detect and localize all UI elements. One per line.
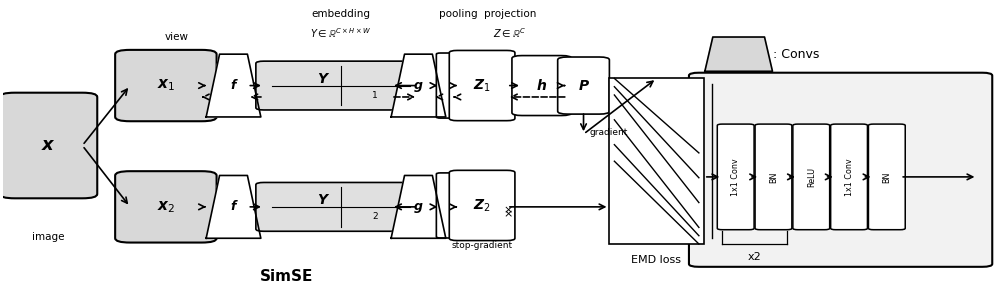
Text: $\times$: $\times$ [503,205,513,216]
Polygon shape [206,54,261,117]
Bar [609,78,704,244]
FancyBboxPatch shape [256,61,426,110]
Text: gradient: gradient [590,128,628,137]
FancyBboxPatch shape [868,124,905,230]
Text: Y: Y [317,72,327,86]
Text: view: view [165,32,189,42]
Text: : Convs: : Convs [773,48,820,61]
Text: 1: 1 [372,91,378,100]
Text: ReLU: ReLU [807,167,816,187]
Text: $\boldsymbol{h}$: $\boldsymbol{h}$ [536,78,547,93]
Polygon shape [705,37,772,71]
Text: $\boldsymbol{Z}_2$: $\boldsymbol{Z}_2$ [473,197,491,214]
Text: $\times$: $\times$ [503,209,513,219]
FancyBboxPatch shape [689,73,992,267]
Text: 1x1 Conv: 1x1 Conv [845,158,854,196]
Text: 2: 2 [372,212,378,221]
Text: embedding: embedding [311,9,370,19]
FancyBboxPatch shape [558,57,609,114]
Text: SimSE: SimSE [260,269,313,284]
FancyBboxPatch shape [793,124,830,230]
Text: 1x1 Conv: 1x1 Conv [731,158,740,196]
Text: $\boldsymbol{P}$: $\boldsymbol{P}$ [578,79,590,93]
FancyBboxPatch shape [115,50,217,121]
FancyBboxPatch shape [512,56,572,116]
FancyBboxPatch shape [717,124,754,230]
Text: pooling: pooling [439,9,478,19]
FancyBboxPatch shape [436,53,457,118]
Text: image: image [32,232,65,242]
Text: projection: projection [484,9,536,19]
Text: BN: BN [882,171,891,182]
FancyBboxPatch shape [436,173,457,238]
FancyBboxPatch shape [256,182,426,231]
Polygon shape [391,175,446,238]
FancyBboxPatch shape [115,171,217,243]
FancyBboxPatch shape [831,124,867,230]
Text: g: g [414,200,423,213]
FancyBboxPatch shape [0,93,97,198]
Text: Y: Y [317,193,327,207]
Text: $\boldsymbol{x}_2$: $\boldsymbol{x}_2$ [157,199,175,215]
Text: f: f [231,79,236,92]
Text: g: g [414,79,423,92]
Polygon shape [391,54,446,117]
FancyBboxPatch shape [449,170,515,241]
FancyBboxPatch shape [755,124,792,230]
Text: stop-gradient: stop-gradient [452,242,513,251]
Text: BN: BN [769,171,778,182]
Text: $\boldsymbol{x}$: $\boldsymbol{x}$ [41,136,56,155]
FancyBboxPatch shape [449,50,515,121]
Text: $\boldsymbol{Z}_1$: $\boldsymbol{Z}_1$ [473,77,491,94]
Text: x2: x2 [748,252,761,262]
Text: f: f [231,200,236,213]
Text: EMD loss: EMD loss [631,255,681,265]
Text: $Z \in \mathbb{R}^{C}$: $Z \in \mathbb{R}^{C}$ [493,26,527,40]
Polygon shape [206,175,261,238]
Text: $\boldsymbol{x}_1$: $\boldsymbol{x}_1$ [157,78,175,93]
Text: $Y \in \mathbb{R}^{C \times H \times W}$: $Y \in \mathbb{R}^{C \times H \times W}$ [310,26,371,40]
